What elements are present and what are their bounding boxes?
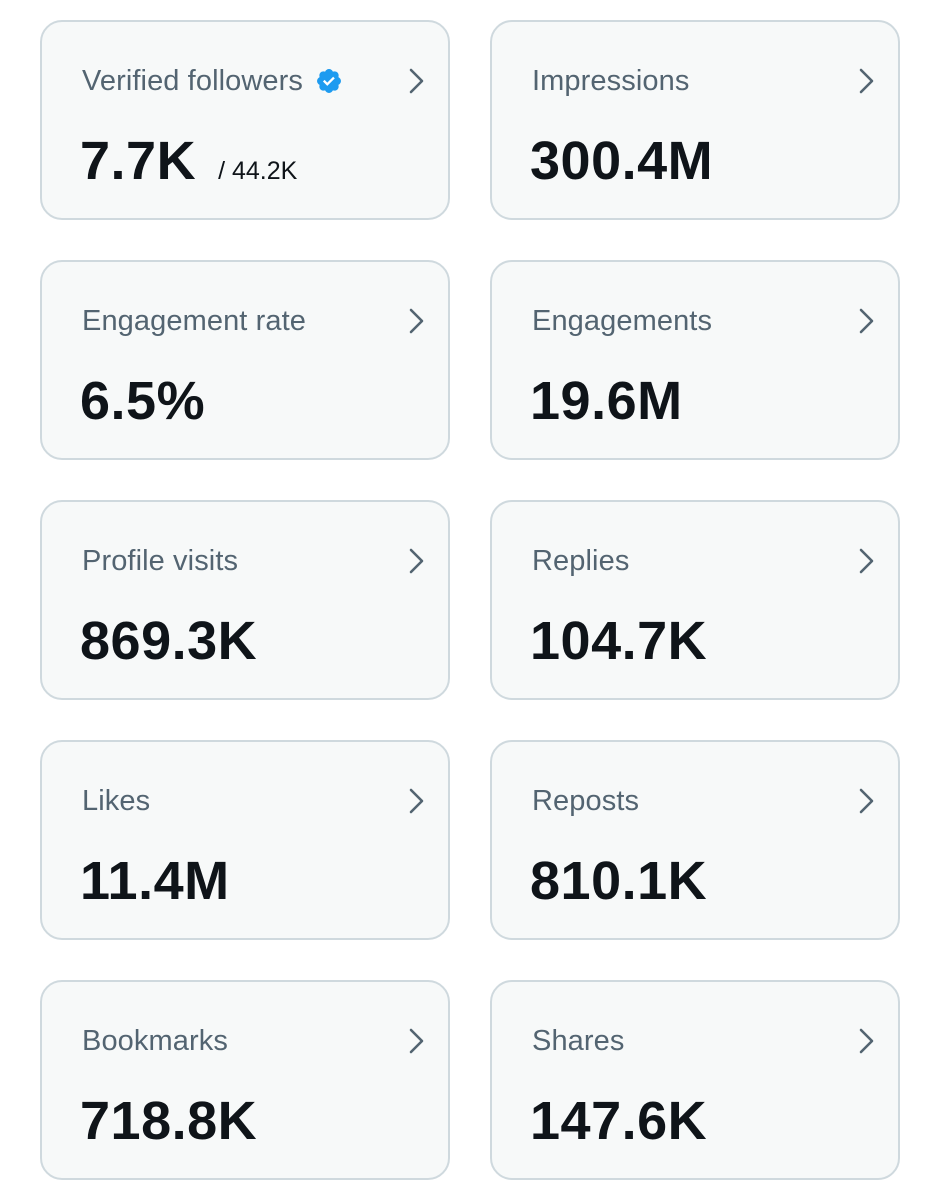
verified-badge-icon <box>315 67 343 95</box>
card-replies[interactable]: Replies 104.7K <box>490 500 900 700</box>
card-label: Bookmarks <box>82 1024 228 1057</box>
card-value: 810.1K <box>530 851 708 911</box>
card-value: 6.5% <box>80 371 206 431</box>
card-value-row: 718.8K <box>80 1090 257 1160</box>
chevron-right-icon <box>409 548 424 574</box>
card-profile-visits[interactable]: Profile visits 869.3K <box>40 500 450 700</box>
card-value-row: 6.5% <box>80 370 205 440</box>
card-shares[interactable]: Shares 147.6K <box>490 980 900 1180</box>
card-value: 300.4M <box>530 131 714 191</box>
card-value-row: 7.7K / 44.2K <box>80 130 297 200</box>
card-label: Verified followers <box>82 64 304 97</box>
card-label: Profile visits <box>82 544 239 577</box>
card-value: 11.4M <box>80 851 230 911</box>
card-value: 869.3K <box>80 611 258 671</box>
card-engagement-rate[interactable]: Engagement rate 6.5% <box>40 260 450 460</box>
card-value: 7.7K <box>80 131 197 191</box>
card-label-row: Likes <box>82 782 150 820</box>
card-likes[interactable]: Likes 11.4M <box>40 740 450 940</box>
card-value: 147.6K <box>530 1091 708 1151</box>
card-label-row: Shares <box>532 1022 625 1060</box>
card-value-row: 11.4M <box>80 850 230 920</box>
card-sub-value: / 44.2K <box>218 157 298 185</box>
card-label-row: Engagement rate <box>82 302 306 340</box>
chevron-right-icon <box>409 1028 424 1054</box>
card-label-row: Engagements <box>532 302 712 340</box>
card-value-row: 869.3K <box>80 610 257 680</box>
chevron-right-icon <box>859 548 874 574</box>
card-label-row: Reposts <box>532 782 639 820</box>
card-label: Impressions <box>532 64 690 97</box>
chevron-right-icon <box>409 308 424 334</box>
card-bookmarks[interactable]: Bookmarks 718.8K <box>40 980 450 1180</box>
chevron-right-icon <box>859 68 874 94</box>
chevron-right-icon <box>409 788 424 814</box>
card-verified-followers[interactable]: Verified followers 7.7K / 44.2K <box>40 20 450 220</box>
chevron-right-icon <box>409 68 424 94</box>
card-label-row: Impressions <box>532 62 689 100</box>
card-label-row: Bookmarks <box>82 1022 228 1060</box>
card-impressions[interactable]: Impressions 300.4M <box>490 20 900 220</box>
card-value-row: 147.6K <box>530 1090 707 1160</box>
card-label: Replies <box>532 544 630 577</box>
card-value: 19.6M <box>530 371 683 431</box>
card-value: 718.8K <box>80 1091 258 1151</box>
card-label: Reposts <box>532 784 640 817</box>
card-label: Shares <box>532 1024 625 1057</box>
chevron-right-icon <box>859 788 874 814</box>
card-label-row: Verified followers <box>82 62 343 100</box>
card-value-row: 300.4M <box>530 130 713 200</box>
chevron-right-icon <box>859 1028 874 1054</box>
card-label: Engagements <box>532 304 713 337</box>
card-value: 104.7K <box>530 611 708 671</box>
card-engagements[interactable]: Engagements 19.6M <box>490 260 900 460</box>
card-value-row: 104.7K <box>530 610 707 680</box>
card-label: Likes <box>82 784 151 817</box>
card-label-row: Replies <box>532 542 629 580</box>
card-label-row: Profile visits <box>82 542 238 580</box>
card-value-row: 810.1K <box>530 850 707 920</box>
card-value-row: 19.6M <box>530 370 683 440</box>
card-reposts[interactable]: Reposts 810.1K <box>490 740 900 940</box>
chevron-right-icon <box>859 308 874 334</box>
card-label: Engagement rate <box>82 304 306 337</box>
